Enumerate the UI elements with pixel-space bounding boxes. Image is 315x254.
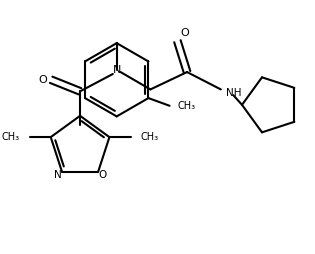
- Text: O: O: [181, 28, 190, 39]
- Text: CH₃: CH₃: [177, 101, 196, 111]
- Text: O: O: [98, 169, 106, 180]
- Text: O: O: [38, 75, 47, 85]
- Text: N: N: [54, 169, 62, 180]
- Text: CH₃: CH₃: [140, 132, 158, 142]
- Text: NH: NH: [226, 88, 241, 98]
- Text: N: N: [112, 65, 121, 75]
- Text: CH₃: CH₃: [2, 132, 20, 142]
